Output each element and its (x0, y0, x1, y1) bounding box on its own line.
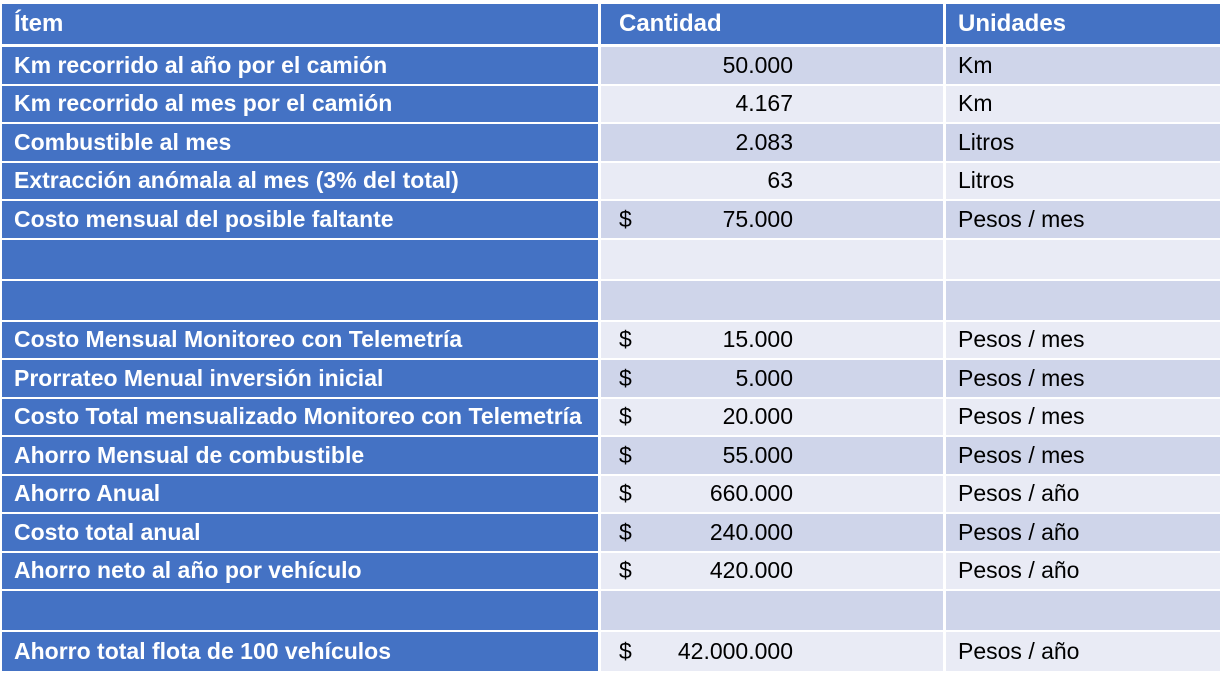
item-cell: Costo mensual del posible faltante (2, 201, 598, 238)
quantity-value: 55.000 (722, 441, 793, 468)
unit-cell: Km (946, 85, 1220, 122)
table-row-empty (2, 591, 1220, 630)
unit-cell: Pesos / mes (946, 437, 1220, 474)
item-cell: Ahorro neto al año por vehículo (2, 552, 598, 589)
table-row: Combustible al mes 2.083 Litros (2, 124, 1220, 161)
unit-cell: Pesos / mes (946, 360, 1220, 397)
item-cell: Costo Mensual Monitoreo con Telemetría (2, 321, 598, 358)
quantity-value: 240.000 (709, 518, 793, 545)
header-units: Unidades (946, 4, 1220, 44)
quantity-cell: $20.000 (601, 398, 943, 435)
quantity-cell (601, 239, 943, 279)
item-cell (2, 239, 598, 279)
quantity-cell: $420.000 (601, 552, 943, 589)
quantity-cell: $55.000 (601, 437, 943, 474)
unit-cell (946, 239, 1220, 279)
table-row: Costo Total mensualizado Monitoreo con T… (2, 398, 1220, 435)
quantity-value: 75.000 (722, 205, 793, 232)
unit-cell: Pesos / mes (946, 201, 1220, 238)
table-row: Ahorro Mensual de combustible $55.000 Peso… (2, 437, 1220, 474)
unit-cell: Litros (946, 162, 1220, 199)
unit-cell: Pesos / mes (946, 398, 1220, 435)
currency-symbol: $ (619, 364, 632, 391)
quantity-value: 420.000 (709, 557, 793, 584)
currency-symbol: $ (619, 480, 632, 507)
table-row-empty (2, 239, 1220, 279)
quantity-cell (601, 280, 943, 320)
header-item: Ítem (2, 4, 598, 44)
item-cell (2, 280, 598, 320)
item-cell: Ahorro Anual (2, 475, 598, 512)
table-row: Extracción anómala al mes (3% del total)… (2, 162, 1220, 199)
unit-cell: Pesos / año (946, 514, 1220, 551)
quantity-value: 50.000 (722, 51, 793, 78)
item-cell (2, 591, 598, 630)
item-cell: Ahorro Mensual de combustible (2, 437, 598, 474)
unit-cell: Pesos / año (946, 552, 1220, 589)
quantity-value: 5.000 (735, 364, 793, 391)
table-row: Ahorro neto al año por vehículo $420.000 P… (2, 552, 1220, 589)
unit-cell (946, 280, 1220, 320)
quantity-cell: $240.000 (601, 514, 943, 551)
unit-cell (946, 591, 1220, 630)
item-cell: Km recorrido al año por el camión (2, 47, 598, 84)
item-cell: Extracción anómala al mes (3% del total) (2, 162, 598, 199)
unit-cell: Pesos / mes (946, 321, 1220, 358)
currency-symbol: $ (619, 326, 632, 353)
table-row: Prorrateo Menual inversión inicial $5.000… (2, 360, 1220, 397)
item-cell: Costo total anual (2, 514, 598, 551)
quantity-value: 4.167 (735, 90, 793, 117)
currency-symbol: $ (619, 403, 632, 430)
quantity-cell: $15.000 (601, 321, 943, 358)
quantity-cell: $75.000 (601, 201, 943, 238)
unit-cell: Litros (946, 124, 1220, 161)
header-quantity: Cantidad (601, 4, 943, 44)
quantity-cell (601, 591, 943, 630)
item-cell: Km recorrido al mes por el camión (2, 85, 598, 122)
item-cell: Ahorro total flota de 100 vehículos (2, 632, 598, 671)
table-row: Ahorro Anual $660.000 Pesos / año (2, 475, 1220, 512)
quantity-value: 2.083 (735, 128, 793, 155)
item-cell: Prorrateo Menual inversión inicial (2, 360, 598, 397)
item-cell: Combustible al mes (2, 124, 598, 161)
table-row: Km recorrido al año por el camión 50.000 K… (2, 47, 1220, 84)
quantity-value: 63 (767, 167, 793, 194)
unit-cell: Km (946, 47, 1220, 84)
table-row: Km recorrido al mes por el camión 4.167 Km (2, 85, 1220, 122)
currency-symbol: $ (619, 205, 632, 232)
quantity-value: 42.000.000 (677, 638, 793, 664)
quantity-cell: $42.000.000 (601, 632, 943, 671)
quantity-cell: 4.167 (601, 85, 943, 122)
table-body: Km recorrido al año por el camión 50.000 K… (2, 47, 1220, 671)
table-row: Ahorro total flota de 100 vehículos $42.0… (2, 632, 1220, 671)
item-cell: Costo Total mensualizado Monitoreo con T… (2, 398, 598, 435)
quantity-cell: 50.000 (601, 47, 943, 84)
table-header-row: Ítem Cantidad Unidades (2, 4, 1220, 44)
currency-symbol: $ (619, 518, 632, 545)
currency-symbol: $ (619, 557, 632, 584)
quantity-cell: $660.000 (601, 475, 943, 512)
cost-savings-table: Ítem Cantidad Unidades Km recorrido al a… (2, 4, 1220, 673)
table-row-empty (2, 280, 1220, 320)
currency-symbol: $ (619, 441, 632, 468)
currency-symbol: $ (619, 638, 632, 664)
quantity-cell: 2.083 (601, 124, 943, 161)
quantity-cell: 63 (601, 162, 943, 199)
unit-cell: Pesos / año (946, 475, 1220, 512)
table-row: Costo Mensual Monitoreo con Telemetría $1… (2, 321, 1220, 358)
unit-cell: Pesos / año (946, 632, 1220, 671)
quantity-value: 20.000 (722, 403, 793, 430)
quantity-cell: $5.000 (601, 360, 943, 397)
table-row: Costo total anual $240.000 Pesos / año (2, 514, 1220, 551)
table-row: Costo mensual del posible faltante $75.00… (2, 201, 1220, 238)
quantity-value: 15.000 (722, 326, 793, 353)
quantity-value: 660.000 (709, 480, 793, 507)
